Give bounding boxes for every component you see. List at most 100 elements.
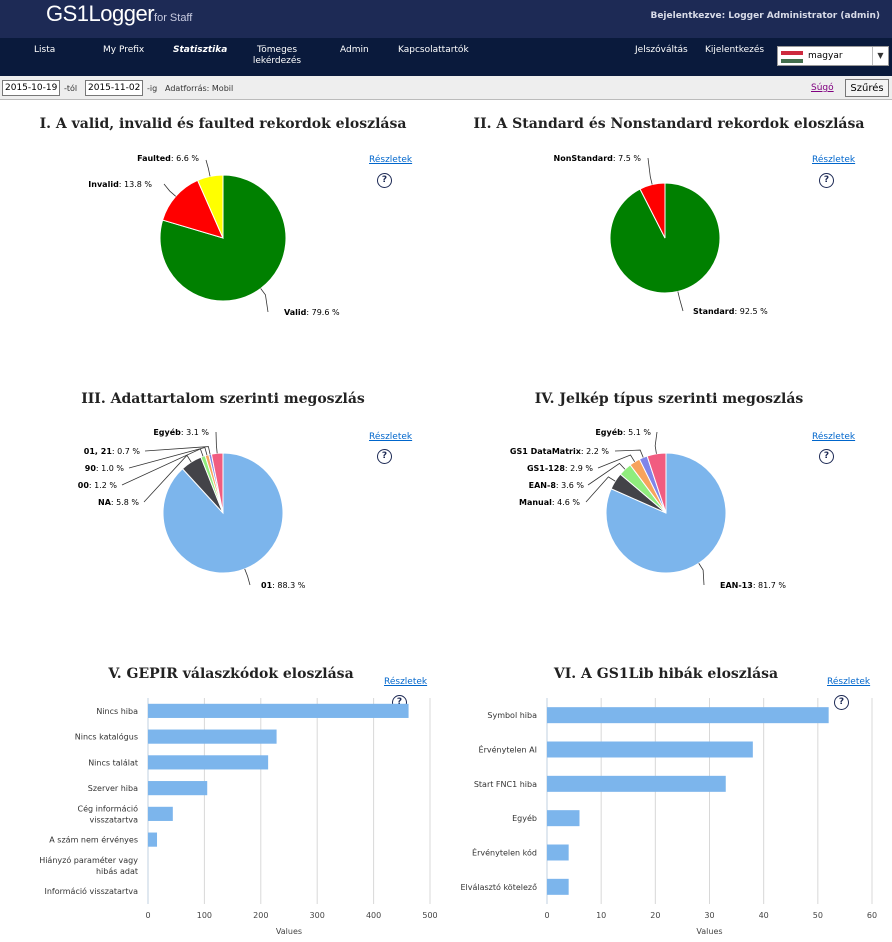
pie-label-nonstandard: NonStandard: 7.5 % [554,154,642,163]
pie-label-egy-b: Egyéb: 5.1 % [595,427,651,437]
logged-in-user: Bejelentkezve: Logger Administrator (adm… [650,11,880,21]
bar-elv-laszt-k-telez[interactable] [547,878,569,895]
bar-rv-nytelen-k-d[interactable] [547,844,569,861]
nav-item-my-prefix[interactable]: My Prefix [103,45,145,55]
bar-symbol-hiba[interactable] [547,707,829,724]
logo[interactable]: GS1Loggerfor Staff [46,1,192,27]
chevron-down-icon[interactable]: ▼ [872,47,888,65]
x-tick-label: 60 [867,911,877,920]
filter-button[interactable]: Szűrés [845,79,889,97]
category-label-symbol-hiba: Symbol hiba [487,711,537,720]
date-to-input[interactable] [85,80,143,96]
pie-connector-90 [128,446,208,469]
logout-link[interactable]: Kijelentkezés [705,45,765,55]
pie-connector-01 [244,568,251,586]
change-password-link[interactable]: Jelszóváltás [635,45,688,55]
chart-3-title: III. Adattartalom szerinti megoszlás [81,391,365,407]
bar-szerver-hiba[interactable] [148,781,208,796]
category-label-nincs-tal-lat: Nincs találat [88,758,138,767]
bar-rv-nytelen-ai[interactable] [547,741,753,758]
pie-slice-faulted[interactable] [196,174,224,239]
pie-slice-01[interactable] [162,452,284,574]
pie-label-01: 01: 88.3 % [261,581,306,590]
pie-connector-01-21 [144,446,211,455]
data-source-label: Adatforrás: Mobil [165,84,234,93]
bar-start-fnc1-hiba[interactable] [547,775,726,792]
x-tick-label: 200 [253,911,268,920]
nav-item-admin[interactable]: Admin [340,45,369,55]
x-tick-label: 100 [197,911,212,920]
filter-bar: -tól -ig Adatforrás: Mobil Súgó Szűrés [0,76,892,100]
bar-egy-b[interactable] [547,810,580,827]
pie-connector-standard [677,291,684,312]
x-tick-label: 300 [310,911,325,920]
bar-nincs-tal-lat[interactable] [148,755,269,770]
category-label-egy-b: Egyéb [512,813,537,823]
app-header: GS1Loggerfor Staff Bejelentkezve: Logger… [0,0,892,38]
details-link-2[interactable]: Részletek [812,155,856,165]
x-tick-label: 40 [759,911,769,920]
pie-connector-faulted [205,159,211,177]
bar-a-sz-m-nem-rv-nyes[interactable] [148,832,158,847]
category-label-nincs-katal-gus: Nincs katalógus [75,732,138,742]
pie-label-valid: Valid: 79.6 % [284,308,340,317]
details-link-1[interactable]: Részletek [369,155,413,165]
pie-chart-1: Valid: 79.6 % Invalid: 13.8 % Faulted: 6.6… [88,154,340,317]
pie-label-manual: Manual: 4.6 % [519,498,580,507]
details-link-4[interactable]: Részletek [812,432,856,442]
x-tick-label: 30 [704,911,714,920]
bar-nincs-katal-gus[interactable] [148,729,277,744]
pie-label-ean-8: EAN-8: 3.6 % [529,481,585,490]
pie-connector-ean-8 [587,462,626,486]
nav-item-tomeges-lekerdezes[interactable]: Tömeges lekérdezés [252,45,302,66]
pie-connector-nonstandard [647,157,653,185]
chart-4-title: IV. Jelkép típus szerinti megoszlás [534,391,804,407]
pie-label-00: 00: 1.2 % [78,481,118,490]
chart-5-title: V. GEPIR válaszkódok eloszlása [108,666,354,682]
date-to-suffix: -ig [147,84,158,93]
pie-connector-valid [260,288,269,313]
chart-6-title: VI. A GS1Lib hibák eloszlása [553,666,779,682]
details-link-6[interactable]: Részletek [827,677,871,687]
date-from-input[interactable] [2,80,60,96]
chart-2-title: II. A Standard és Nonstandard rekordok e… [473,116,865,132]
pie-label-gs1-128: GS1-128: 2.9 % [527,464,593,473]
details-link-3[interactable]: Részletek [369,432,413,442]
help-icon-3[interactable]: ? [377,449,392,464]
category-label-start-fnc1-hiba: Start FNC1 hiba [474,780,537,789]
pie-label-na: NA: 5.8 % [98,498,139,507]
x-tick-label: 0 [145,911,150,920]
help-icon-4[interactable]: ? [819,449,834,464]
pie-label-gs1-datamatrix: GS1 DataMatrix: 2.2 % [510,447,609,456]
category-label-a-sz-m-nem-rv-nyes: A szám nem érvényes [49,835,138,845]
help-link[interactable]: Súgó [811,83,834,93]
category-label-rv-nytelen-ai: Érvénytelen AI [479,744,537,755]
language-select[interactable]: magyar ▼ [777,46,889,66]
logo-main: GS1Logger [46,1,155,26]
pie-slice-ean-13[interactable] [605,452,727,574]
pie-slice-nonstandard[interactable] [639,182,666,239]
bar-nincs-hiba[interactable] [148,703,409,718]
pie-slice-invalid[interactable] [161,179,224,239]
category-label-hi-nyz-param-ter-vagy-hib-s-adat: Hiányzó paraméter vagy hibás adat [39,855,138,876]
category-label-szerver-hiba: Szerver hiba [88,784,138,793]
x-tick-label: 400 [366,911,381,920]
nav-item-kapcsolattartok[interactable]: Kapcsolattartók [398,45,469,55]
pie-connector-egy-b [215,431,218,454]
category-label-c-g-inform-ci-visszatartva: Cég információ visszatartva [78,803,139,824]
pie-label-standard: Standard: 92.5 % [693,307,768,316]
help-icon-1[interactable]: ? [377,173,392,188]
nav-item-lista[interactable]: Lista [34,45,56,55]
help-icon-6[interactable]: ? [834,695,849,710]
language-value: magyar [808,51,843,61]
help-icon-2[interactable]: ? [819,173,834,188]
x-tick-label: 500 [422,911,437,920]
bar-c-g-inform-ci-visszatartva[interactable] [148,806,173,821]
category-label-elv-laszt-k-telez: Elválasztó kötelező [460,882,537,892]
pie-label-egy-b: Egyéb: 3.1 % [153,427,209,437]
pie-connector-gs1-128 [597,454,636,469]
nav-item-statisztika[interactable]: Statisztika [173,45,228,55]
details-link-5[interactable]: Részletek [384,677,428,687]
category-label-inform-ci-visszatartva: Információ visszatartva [44,886,138,896]
